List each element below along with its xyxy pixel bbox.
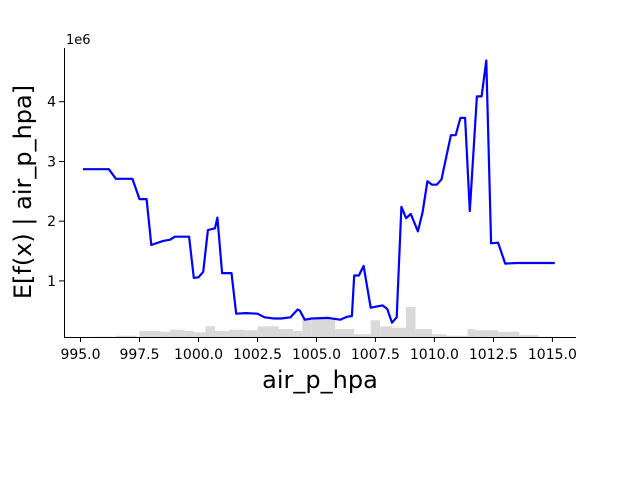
histogram-bar — [467, 329, 475, 337]
y-axis-title: E[f(x) | air_p_hpa] — [9, 85, 37, 299]
x-axis-title: air_p_hpa — [262, 366, 378, 394]
histogram-bar — [354, 334, 371, 337]
histogram-bar — [302, 319, 312, 337]
histogram-bar — [335, 329, 355, 337]
histogram-bar — [406, 307, 416, 337]
histogram-bar — [392, 327, 407, 337]
series-line-group — [82, 59, 555, 324]
y-tick-label: 1 — [47, 274, 56, 290]
y-ticks: 1 2 3 4 — [47, 95, 64, 290]
x-tick-label: 997.5 — [119, 347, 159, 363]
histogram-bar — [160, 331, 171, 337]
histogram-bar — [380, 326, 392, 337]
histogram-bar — [205, 326, 215, 337]
histogram-bar — [498, 331, 520, 337]
histogram-bar — [370, 320, 381, 337]
histogram-bar — [415, 329, 433, 337]
x-tick-label: 1010.0 — [410, 347, 459, 363]
histogram-bar — [245, 330, 258, 337]
x-tick-label: 1007.5 — [351, 347, 400, 363]
x-tick-label: 1002.5 — [233, 347, 282, 363]
x-tick-label: 1012.5 — [469, 347, 518, 363]
histogram-bar — [229, 329, 246, 337]
y-offset-label: 1e6 — [66, 33, 91, 48]
histogram-bars — [92, 307, 553, 337]
x-tick-label: 1000.0 — [174, 347, 223, 363]
axes — [64, 48, 576, 338]
histogram-bar — [432, 334, 447, 337]
x-tick-label: 1005.0 — [292, 347, 341, 363]
histogram-bar — [278, 329, 293, 337]
histogram-bar — [115, 335, 138, 337]
histogram-bar — [170, 329, 185, 337]
histogram-bar — [292, 331, 303, 337]
y-tick-label: 4 — [47, 95, 56, 111]
histogram-bar — [257, 326, 279, 337]
histogram-bar — [474, 330, 499, 337]
x-tick-label: 995.0 — [60, 347, 100, 363]
histogram-bar — [215, 331, 230, 337]
histogram-bar — [311, 318, 336, 337]
histogram-bar — [519, 335, 539, 337]
y-tick-label: 3 — [47, 155, 56, 171]
y-tick-label: 2 — [47, 214, 56, 230]
x-ticks: 995.0 997.5 1000.0 1002.5 1005.0 1007.5 1010.0… — [60, 337, 577, 363]
histogram-bar — [139, 331, 161, 337]
histogram-bar — [446, 335, 468, 337]
histogram-bar — [193, 332, 206, 337]
histogram-bar — [184, 331, 194, 337]
x-tick-label: 1015.0 — [528, 347, 577, 363]
series-line — [82, 59, 555, 324]
